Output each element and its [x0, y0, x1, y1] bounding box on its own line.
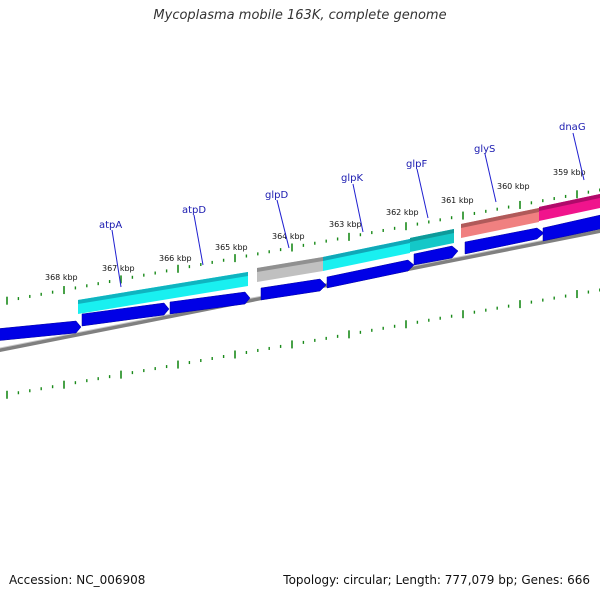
tick-label: 366 kbp [159, 254, 192, 263]
cds-arrow[interactable] [413, 245, 459, 266]
feature-track [78, 194, 600, 314]
feature-block-cyan-shade [78, 272, 248, 304]
cds-arrow[interactable] [260, 278, 327, 301]
cds-arrow[interactable] [169, 291, 251, 315]
gene-label-glpF[interactable]: glpF [406, 159, 427, 170]
gene-label-dnaG[interactable]: dnaG [559, 122, 586, 133]
gene-label-atpA[interactable]: atpA [99, 220, 122, 231]
gene-pointer-atpA [111, 229, 122, 288]
gene-pointers [111, 132, 585, 288]
gene-pointer-glpF [416, 168, 429, 219]
gene-label-glpK[interactable]: glpK [341, 173, 363, 184]
cds-arrow[interactable] [542, 214, 600, 242]
tick-label: 362 kbp [386, 208, 419, 217]
map-title: Mycoplasma mobile 163K, complete genome [153, 8, 447, 23]
accession-text: Accession: NC_006908 [9, 573, 146, 587]
cds-arrow[interactable] [326, 259, 415, 289]
genome-summary-text: Topology: circular; Length: 777,079 bp; … [283, 573, 590, 587]
gene-labels: atpA atpD glpD glpK glpF glyS dnaG [99, 122, 586, 231]
gene-pointer-glyS [484, 153, 497, 203]
tick-label: 368 kbp [45, 273, 78, 282]
feature-block-salmon-shade [461, 208, 539, 228]
gene-pointer-atpD [193, 214, 204, 266]
gene-label-glpD[interactable]: glpD [265, 190, 288, 201]
scale-ticks-lower [6, 288, 600, 399]
cds-arrow[interactable] [0, 320, 82, 341]
gene-label-glyS[interactable]: glyS [474, 144, 495, 155]
cds-arrow[interactable] [81, 302, 170, 327]
tick-label: 359 kbp [553, 168, 586, 177]
tick-label: 361 kbp [441, 196, 474, 205]
tick-label: 365 kbp [215, 243, 248, 252]
tick-label: 363 kbp [329, 220, 362, 229]
gene-label-atpD[interactable]: atpD [182, 205, 206, 216]
cds-arrow[interactable] [464, 227, 545, 255]
feature-block-magenta-shade [539, 194, 600, 211]
feature-block-grey-shade [257, 257, 323, 272]
tick-label: 364 kbp [272, 232, 305, 241]
gene-pointer-glpK [352, 183, 364, 233]
tick-label: 360 kbp [497, 182, 530, 191]
gene-pointer-dnaG [572, 132, 585, 181]
gene-pointer-glpD [276, 199, 290, 249]
feature-block-cyan-shade [323, 239, 410, 261]
feature-block-teal-shade [410, 229, 454, 242]
cds-track [0, 214, 600, 341]
